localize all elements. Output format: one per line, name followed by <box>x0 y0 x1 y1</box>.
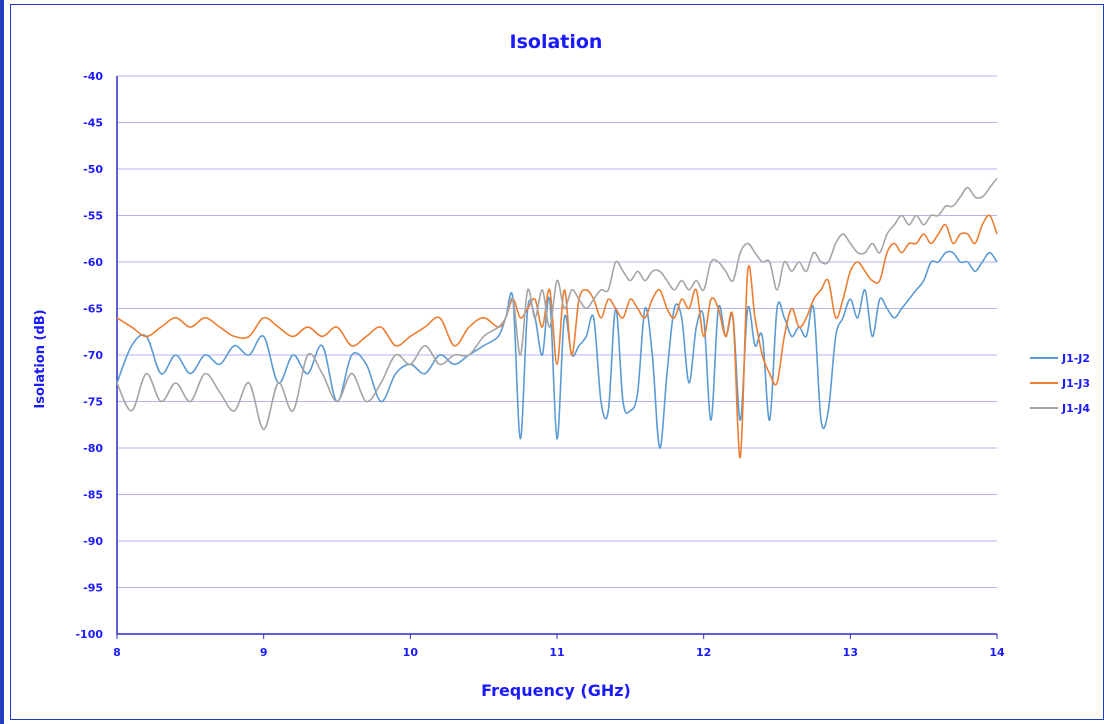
y-tick-label: -100 <box>75 628 103 641</box>
x-tick-labels: 8 9 10 11 12 13 14 <box>113 646 1005 659</box>
y-tick-label: -90 <box>83 535 103 548</box>
series-lines <box>116 177 998 459</box>
y-tick-label: -40 <box>83 70 103 83</box>
legend-label: J1-J2 <box>1061 352 1090 365</box>
series-line-j1-j4 <box>116 177 998 431</box>
isolation-chart: -40 -45 -50 -55 -60 -65 -70 -75 -80 -85 -90 -95 -100… <box>33 31 1090 700</box>
chart-area: -40 -45 -50 -55 -60 -65 -70 -75 -80 -85 -90 -95 -100… <box>10 4 1104 720</box>
series-line-j1-j3 <box>116 214 998 459</box>
x-axis-title: Frequency (GHz) <box>481 681 631 700</box>
legend: J1-J2 J1-J3 J1-J4 <box>1030 352 1090 415</box>
y-tick-labels: -40 -45 -50 -55 -60 -65 -70 -75 -80 -85 -90 -95 -100 <box>75 70 103 641</box>
y-tick-label: -45 <box>83 117 103 130</box>
y-tick-label: -60 <box>83 256 103 269</box>
series-line-j1-j2 <box>116 250 998 449</box>
y-tick-label: -80 <box>83 442 103 455</box>
x-tick-label: 10 <box>403 646 419 659</box>
gridlines <box>117 75 997 588</box>
x-tick-label: 14 <box>989 646 1005 659</box>
axes <box>116 76 998 639</box>
y-tick-label: -65 <box>83 303 103 316</box>
x-tick-label: 11 <box>549 646 564 659</box>
chart-title: Isolation <box>510 31 603 53</box>
legend-label: J1-J3 <box>1061 377 1090 390</box>
y-tick-label: -95 <box>83 582 103 595</box>
x-tick-label: 9 <box>260 646 268 659</box>
y-tick-label: -75 <box>83 396 103 409</box>
legend-label: J1-J4 <box>1061 402 1090 415</box>
y-axis-title: Isolation (dB) <box>33 309 48 408</box>
y-tick-label: -70 <box>83 349 103 362</box>
y-tick-label: -50 <box>83 163 103 176</box>
y-tick-label: -85 <box>83 489 103 502</box>
x-tick-label: 13 <box>843 646 858 659</box>
x-tick-label: 12 <box>696 646 711 659</box>
y-tick-label: -55 <box>83 210 103 223</box>
x-tick-label: 8 <box>113 646 121 659</box>
